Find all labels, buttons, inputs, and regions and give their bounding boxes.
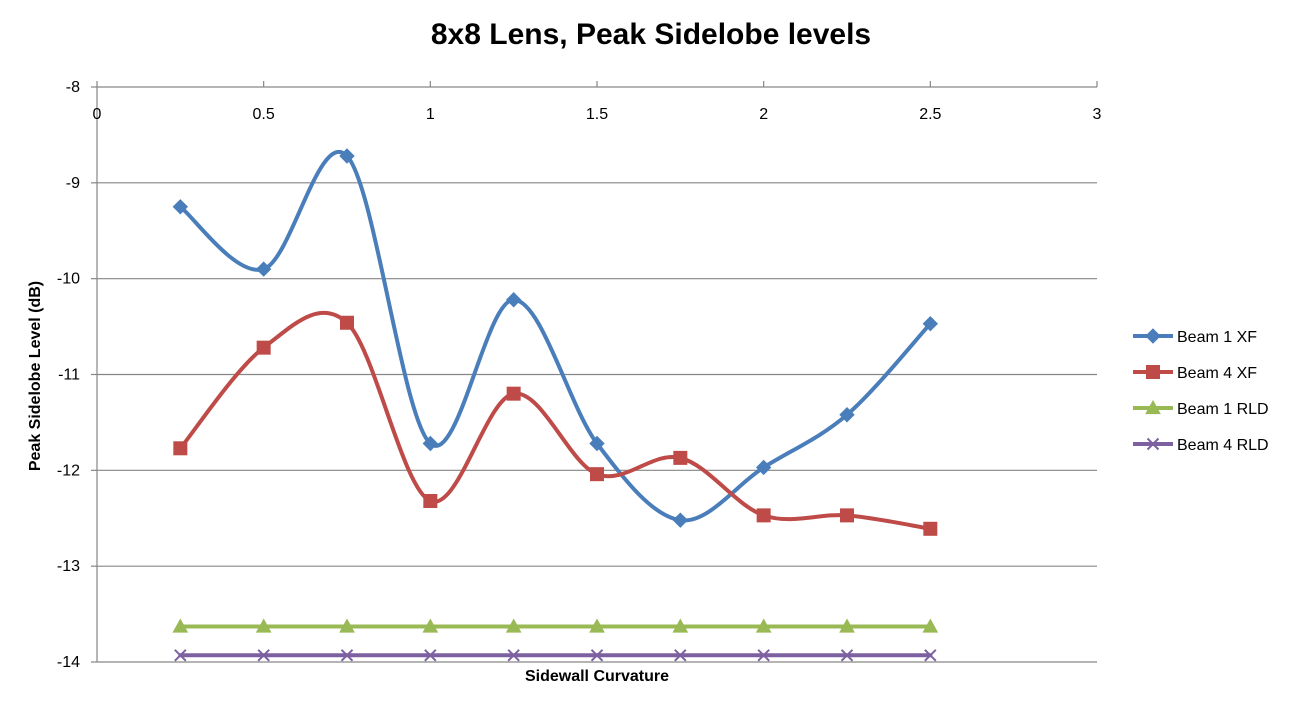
data-point <box>340 315 354 330</box>
data-point <box>757 649 770 662</box>
data-point <box>339 618 355 633</box>
series-line <box>178 150 933 523</box>
data-point <box>755 618 772 633</box>
data-point <box>339 148 355 164</box>
legend-marker <box>1146 365 1160 379</box>
y-tick-label: -8 <box>66 79 80 96</box>
data-point <box>840 649 854 662</box>
legend-marker <box>1145 328 1161 344</box>
data-point <box>255 618 272 633</box>
data-point <box>173 441 188 456</box>
legend-marker <box>1145 399 1161 415</box>
data-point <box>257 649 270 662</box>
x-tick-label: 3 <box>1093 106 1102 123</box>
data-point <box>424 649 437 662</box>
data-point <box>506 386 521 401</box>
data-point <box>340 649 354 662</box>
y-tick-label: -13 <box>57 558 80 575</box>
x-tick-label: 2 <box>759 106 768 123</box>
data-point <box>922 618 939 633</box>
y-tick-label: -14 <box>57 654 80 671</box>
data-point <box>422 435 439 452</box>
data-point <box>589 618 605 633</box>
x-tick-label: 0.5 <box>253 106 275 123</box>
data-point <box>839 618 855 633</box>
y-tick-label: -9 <box>66 175 80 192</box>
data-point <box>505 292 522 308</box>
data-point <box>672 618 689 633</box>
y-tick-label: -10 <box>57 271 80 288</box>
y-tick-label: -12 <box>57 462 80 479</box>
x-tick-label: 1.5 <box>586 106 608 123</box>
data-point <box>174 649 187 662</box>
x-tick-label: 0 <box>93 106 102 123</box>
data-point <box>839 407 855 423</box>
legend-label: Beam 4 XF <box>1177 365 1257 382</box>
data-point <box>590 649 604 662</box>
data-point <box>422 618 439 633</box>
data-point <box>922 316 939 332</box>
legend-marker <box>1146 437 1160 451</box>
data-point <box>589 435 605 452</box>
data-point <box>756 508 771 523</box>
data-point <box>840 508 854 523</box>
data-point <box>505 618 522 633</box>
data-point <box>423 494 438 508</box>
series-line <box>178 310 933 531</box>
data-point <box>172 199 189 215</box>
data-point <box>255 261 272 277</box>
data-point <box>672 512 689 528</box>
legend-label: Beam 4 RLD <box>1177 437 1269 454</box>
data-point <box>673 450 688 465</box>
data-point <box>590 467 604 482</box>
data-point <box>924 649 937 662</box>
x-tick-label: 1 <box>426 106 435 123</box>
x-axis-label: Sidewall Curvature <box>524 668 670 685</box>
data-point <box>923 521 938 536</box>
legend-label: Beam 1 XF <box>1177 329 1257 346</box>
data-point <box>674 649 687 662</box>
chart-title: 8x8 Lens, Peak Sidelobe levels <box>430 18 872 51</box>
legend-label: Beam 1 RLD <box>1177 401 1269 418</box>
y-tick-label: -11 <box>58 367 80 384</box>
data-point <box>256 340 271 355</box>
data-point <box>172 618 189 633</box>
x-tick-label: 2.5 <box>919 106 941 123</box>
data-point <box>755 459 772 476</box>
data-point <box>507 649 520 662</box>
